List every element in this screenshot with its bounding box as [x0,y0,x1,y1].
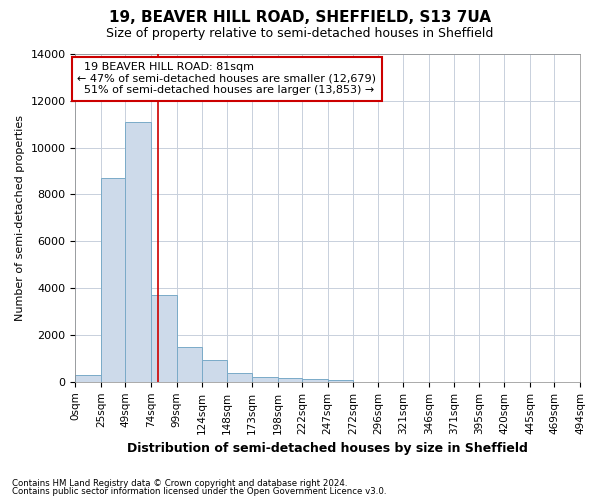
Text: Contains HM Land Registry data © Crown copyright and database right 2024.: Contains HM Land Registry data © Crown c… [12,478,347,488]
Text: Size of property relative to semi-detached houses in Sheffield: Size of property relative to semi-detach… [106,28,494,40]
Text: Contains public sector information licensed under the Open Government Licence v3: Contains public sector information licen… [12,487,386,496]
Bar [202,360,227,382]
Bar [101,178,125,382]
Text: 19, BEAVER HILL ROAD, SHEFFIELD, S13 7UA: 19, BEAVER HILL ROAD, SHEFFIELD, S13 7UA [109,10,491,25]
Bar [227,373,252,382]
Bar [278,378,302,382]
Y-axis label: Number of semi-detached properties: Number of semi-detached properties [15,115,25,321]
Text: 19 BEAVER HILL ROAD: 81sqm
← 47% of semi-detached houses are smaller (12,679)
  : 19 BEAVER HILL ROAD: 81sqm ← 47% of semi… [77,62,376,96]
Bar [151,295,176,382]
Bar [176,346,202,382]
Bar [76,375,101,382]
Bar [328,380,353,382]
Bar [302,380,328,382]
X-axis label: Distribution of semi-detached houses by size in Sheffield: Distribution of semi-detached houses by … [127,442,528,455]
Bar [125,122,151,382]
Bar [252,376,278,382]
